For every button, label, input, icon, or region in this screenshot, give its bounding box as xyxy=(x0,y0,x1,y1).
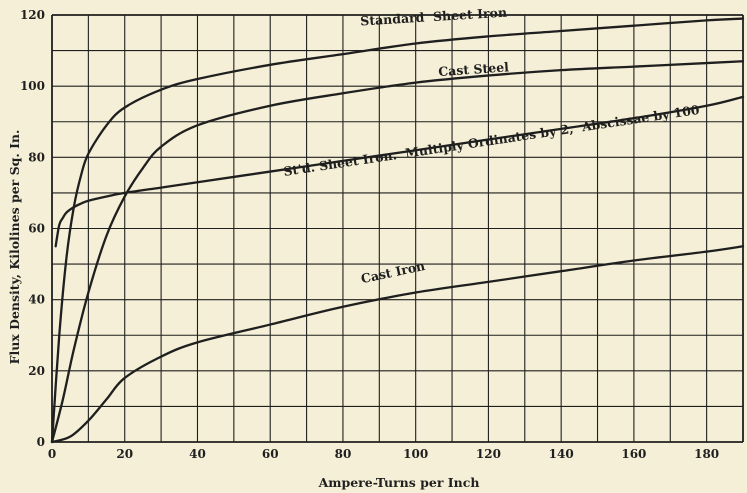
x-tick-label: 60 xyxy=(262,447,279,461)
y-tick-label: 0 xyxy=(37,435,45,449)
standard-sheet-iron-curve xyxy=(50,17,745,444)
y-tick-label: 120 xyxy=(20,8,45,22)
x-tick-label: 100 xyxy=(403,447,428,461)
cast-steel-curve xyxy=(50,60,745,444)
x-tick-label: 120 xyxy=(476,447,501,461)
y-tick-label: 60 xyxy=(28,222,45,236)
x-tick-label: 0 xyxy=(48,447,56,461)
x-tick-label: 160 xyxy=(621,447,646,461)
y-tick-label: 80 xyxy=(28,150,45,164)
curves xyxy=(50,17,745,444)
y-tick-label: 20 xyxy=(28,364,45,378)
sheet-iron-scaled-curve xyxy=(54,95,745,248)
tick-labels: 0 20 40 60 80 100 120 140 160 180 0 20 40 60 80 100 120 xyxy=(20,8,719,461)
x-axis-title: Ampere-Turns per Inch xyxy=(318,475,480,490)
x-tick-label: 20 xyxy=(116,447,133,461)
x-tick-label: 80 xyxy=(335,447,352,461)
x-tick-label: 40 xyxy=(189,447,206,461)
x-tick-label: 180 xyxy=(694,447,719,461)
y-tick-label: 100 xyxy=(20,79,45,93)
label-cast-steel: Cast Steel xyxy=(438,59,510,79)
x-tick-label: 140 xyxy=(549,447,574,461)
y-axis-title: Flux Density, Kilolines per Sq. In. xyxy=(7,130,22,365)
cast-iron-curve xyxy=(50,245,745,444)
y-tick-label: 40 xyxy=(28,293,45,307)
